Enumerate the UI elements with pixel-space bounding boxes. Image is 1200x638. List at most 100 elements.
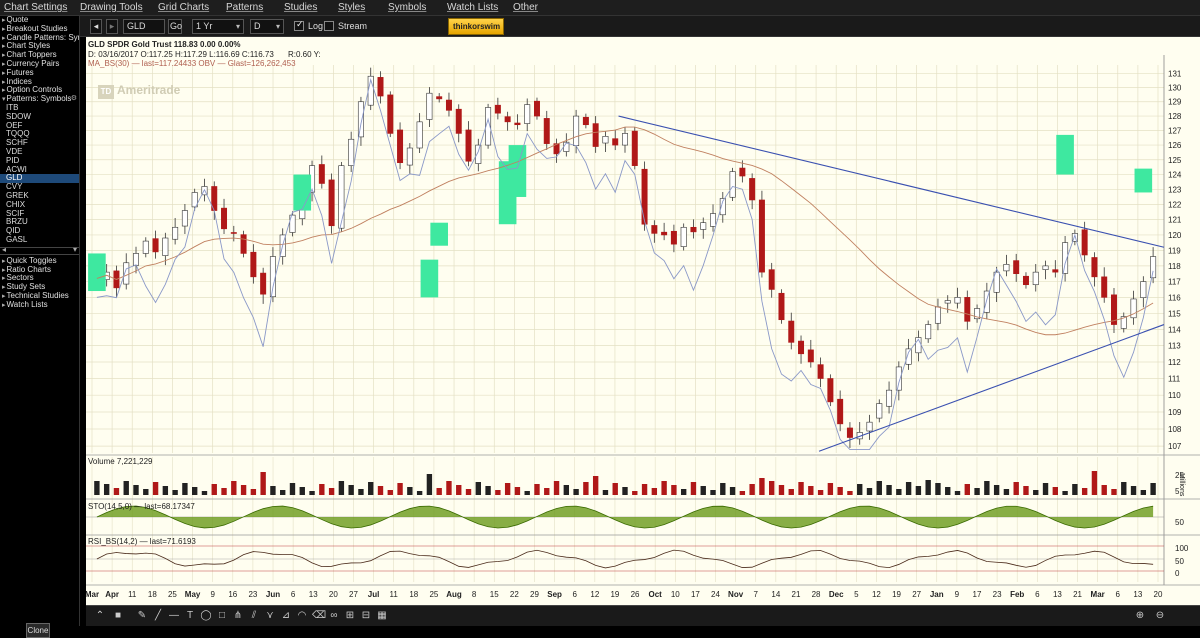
symbol-item[interactable]: GASL (6, 234, 28, 244)
candle[interactable] (377, 77, 384, 97)
sidebar-section-indices[interactable]: Indices (0, 78, 79, 87)
candle[interactable] (1042, 265, 1049, 270)
sidebar-section-study-sets[interactable]: Study Sets (0, 283, 79, 292)
candle[interactable] (475, 144, 482, 164)
candle[interactable] (524, 104, 531, 124)
ruler-tool-icon[interactable]: ⊟ (361, 610, 371, 621)
candle[interactable] (553, 143, 560, 155)
menu-studies[interactable]: Studies (284, 2, 318, 13)
gear-icon[interactable]: ⚙ (70, 95, 77, 103)
candle[interactable] (866, 421, 873, 432)
channel-tool-icon[interactable]: ⫽ (251, 610, 257, 621)
sidebar-section-breakout-studies[interactable]: Breakout Studies (0, 25, 79, 34)
candle[interactable] (641, 168, 648, 225)
candle[interactable] (729, 171, 736, 198)
candle[interactable] (798, 340, 805, 355)
candle[interactable] (1052, 269, 1059, 273)
symbol-item[interactable]: CHIX (6, 199, 26, 209)
candle[interactable] (602, 136, 609, 144)
candle[interactable] (269, 256, 276, 298)
candle[interactable] (133, 253, 139, 266)
zoom-out-icon[interactable]: ⊖ (1155, 610, 1165, 621)
candle[interactable] (504, 116, 511, 123)
sidebar-section-quote[interactable]: Quote (0, 16, 79, 25)
sidebar-section-watch-lists[interactable]: Watch Lists (0, 301, 79, 310)
interval-select[interactable]: D ▾ (250, 19, 284, 34)
candle[interactable] (1150, 256, 1157, 279)
candle[interactable] (749, 178, 756, 201)
candle[interactable] (573, 115, 580, 146)
candle[interactable] (700, 222, 707, 230)
candle[interactable] (230, 232, 237, 234)
candle[interactable] (739, 167, 746, 177)
chevron-down-icon[interactable]: ▾ (72, 244, 77, 254)
candle[interactable] (661, 231, 668, 236)
sidebar-section-futures[interactable]: Futures (0, 69, 79, 78)
candle[interactable] (710, 213, 717, 227)
gann-tool-icon[interactable]: ⊿ (281, 610, 291, 621)
period-select[interactable]: 1 Yr ▾ (192, 19, 244, 34)
candle[interactable] (260, 272, 267, 295)
candle[interactable] (1003, 264, 1010, 272)
candle[interactable] (925, 324, 932, 340)
symbol-item[interactable]: GREK (6, 190, 29, 200)
select-tool-icon[interactable]: ■ (114, 610, 122, 621)
forward-button[interactable]: ▸ (106, 19, 118, 34)
arc-tool-icon[interactable]: ◠ (297, 610, 307, 621)
candle[interactable] (622, 133, 628, 146)
candle[interactable] (436, 96, 443, 100)
hline-tool-icon[interactable]: — (169, 610, 179, 621)
trendline[interactable] (818, 324, 1165, 452)
candle[interactable] (181, 210, 188, 227)
candle[interactable] (221, 207, 228, 230)
candle[interactable] (318, 164, 325, 184)
candle[interactable] (651, 225, 658, 234)
collapse-icon[interactable]: ⌃ (95, 610, 105, 621)
candle[interactable] (397, 129, 404, 164)
candle[interactable] (455, 108, 462, 134)
candle[interactable] (964, 297, 971, 322)
symbol-item[interactable]: PID (6, 155, 20, 165)
candle[interactable] (944, 300, 951, 304)
candle[interactable] (680, 226, 687, 247)
trendline[interactable] (618, 115, 1165, 248)
candle[interactable] (993, 271, 1000, 293)
clone-button[interactable]: Clone (26, 623, 50, 638)
candle[interactable] (1071, 233, 1078, 242)
candle[interactable] (670, 230, 677, 245)
candle[interactable] (1111, 294, 1117, 325)
sidebar-section-chart-styles[interactable]: Chart Styles (0, 42, 79, 51)
symbol-item[interactable]: TQQQ (6, 129, 30, 139)
candle[interactable] (846, 427, 853, 438)
candle[interactable] (191, 192, 198, 208)
candle[interactable] (886, 389, 893, 407)
chart-area[interactable]: 107 108 109 110 111 112 113 114 115 116 117 118 119 1… (86, 37, 1200, 605)
candle[interactable] (240, 234, 247, 254)
candle[interactable] (514, 122, 521, 126)
symbol-item[interactable]: CVY (6, 182, 23, 192)
cycle-tool-icon[interactable]: ∞ (330, 610, 338, 621)
sidebar-section-quick-toggles[interactable]: Quick Toggles (0, 257, 79, 266)
back-button[interactable]: ◂ (90, 19, 102, 34)
candle[interactable] (768, 269, 775, 290)
candle[interactable] (690, 226, 697, 233)
ellipse-tool-icon[interactable]: ◯ (200, 610, 212, 621)
symbol-item[interactable]: SCIF (6, 208, 25, 218)
candle[interactable] (357, 101, 364, 138)
candle[interactable] (788, 320, 795, 343)
menu-watch-lists[interactable]: Watch Lists (447, 2, 499, 13)
candle[interactable] (338, 165, 345, 229)
sidebar-scroll-controls[interactable]: ◂ ▾ (0, 244, 79, 255)
candle[interactable] (152, 238, 159, 253)
text-tool-icon[interactable]: T (186, 610, 194, 621)
menu-symbols[interactable]: Symbols (388, 2, 427, 13)
chevron-left-icon[interactable]: ◂ (2, 244, 7, 254)
candle[interactable] (876, 403, 883, 419)
candle[interactable] (533, 100, 540, 117)
candle[interactable] (778, 292, 785, 321)
candle[interactable] (1032, 271, 1039, 286)
candle[interactable] (289, 214, 296, 233)
sidebar-section-sectors[interactable]: Sectors (0, 274, 79, 283)
line-tool-icon[interactable]: ╱ (154, 610, 162, 621)
candle[interactable] (807, 349, 814, 363)
